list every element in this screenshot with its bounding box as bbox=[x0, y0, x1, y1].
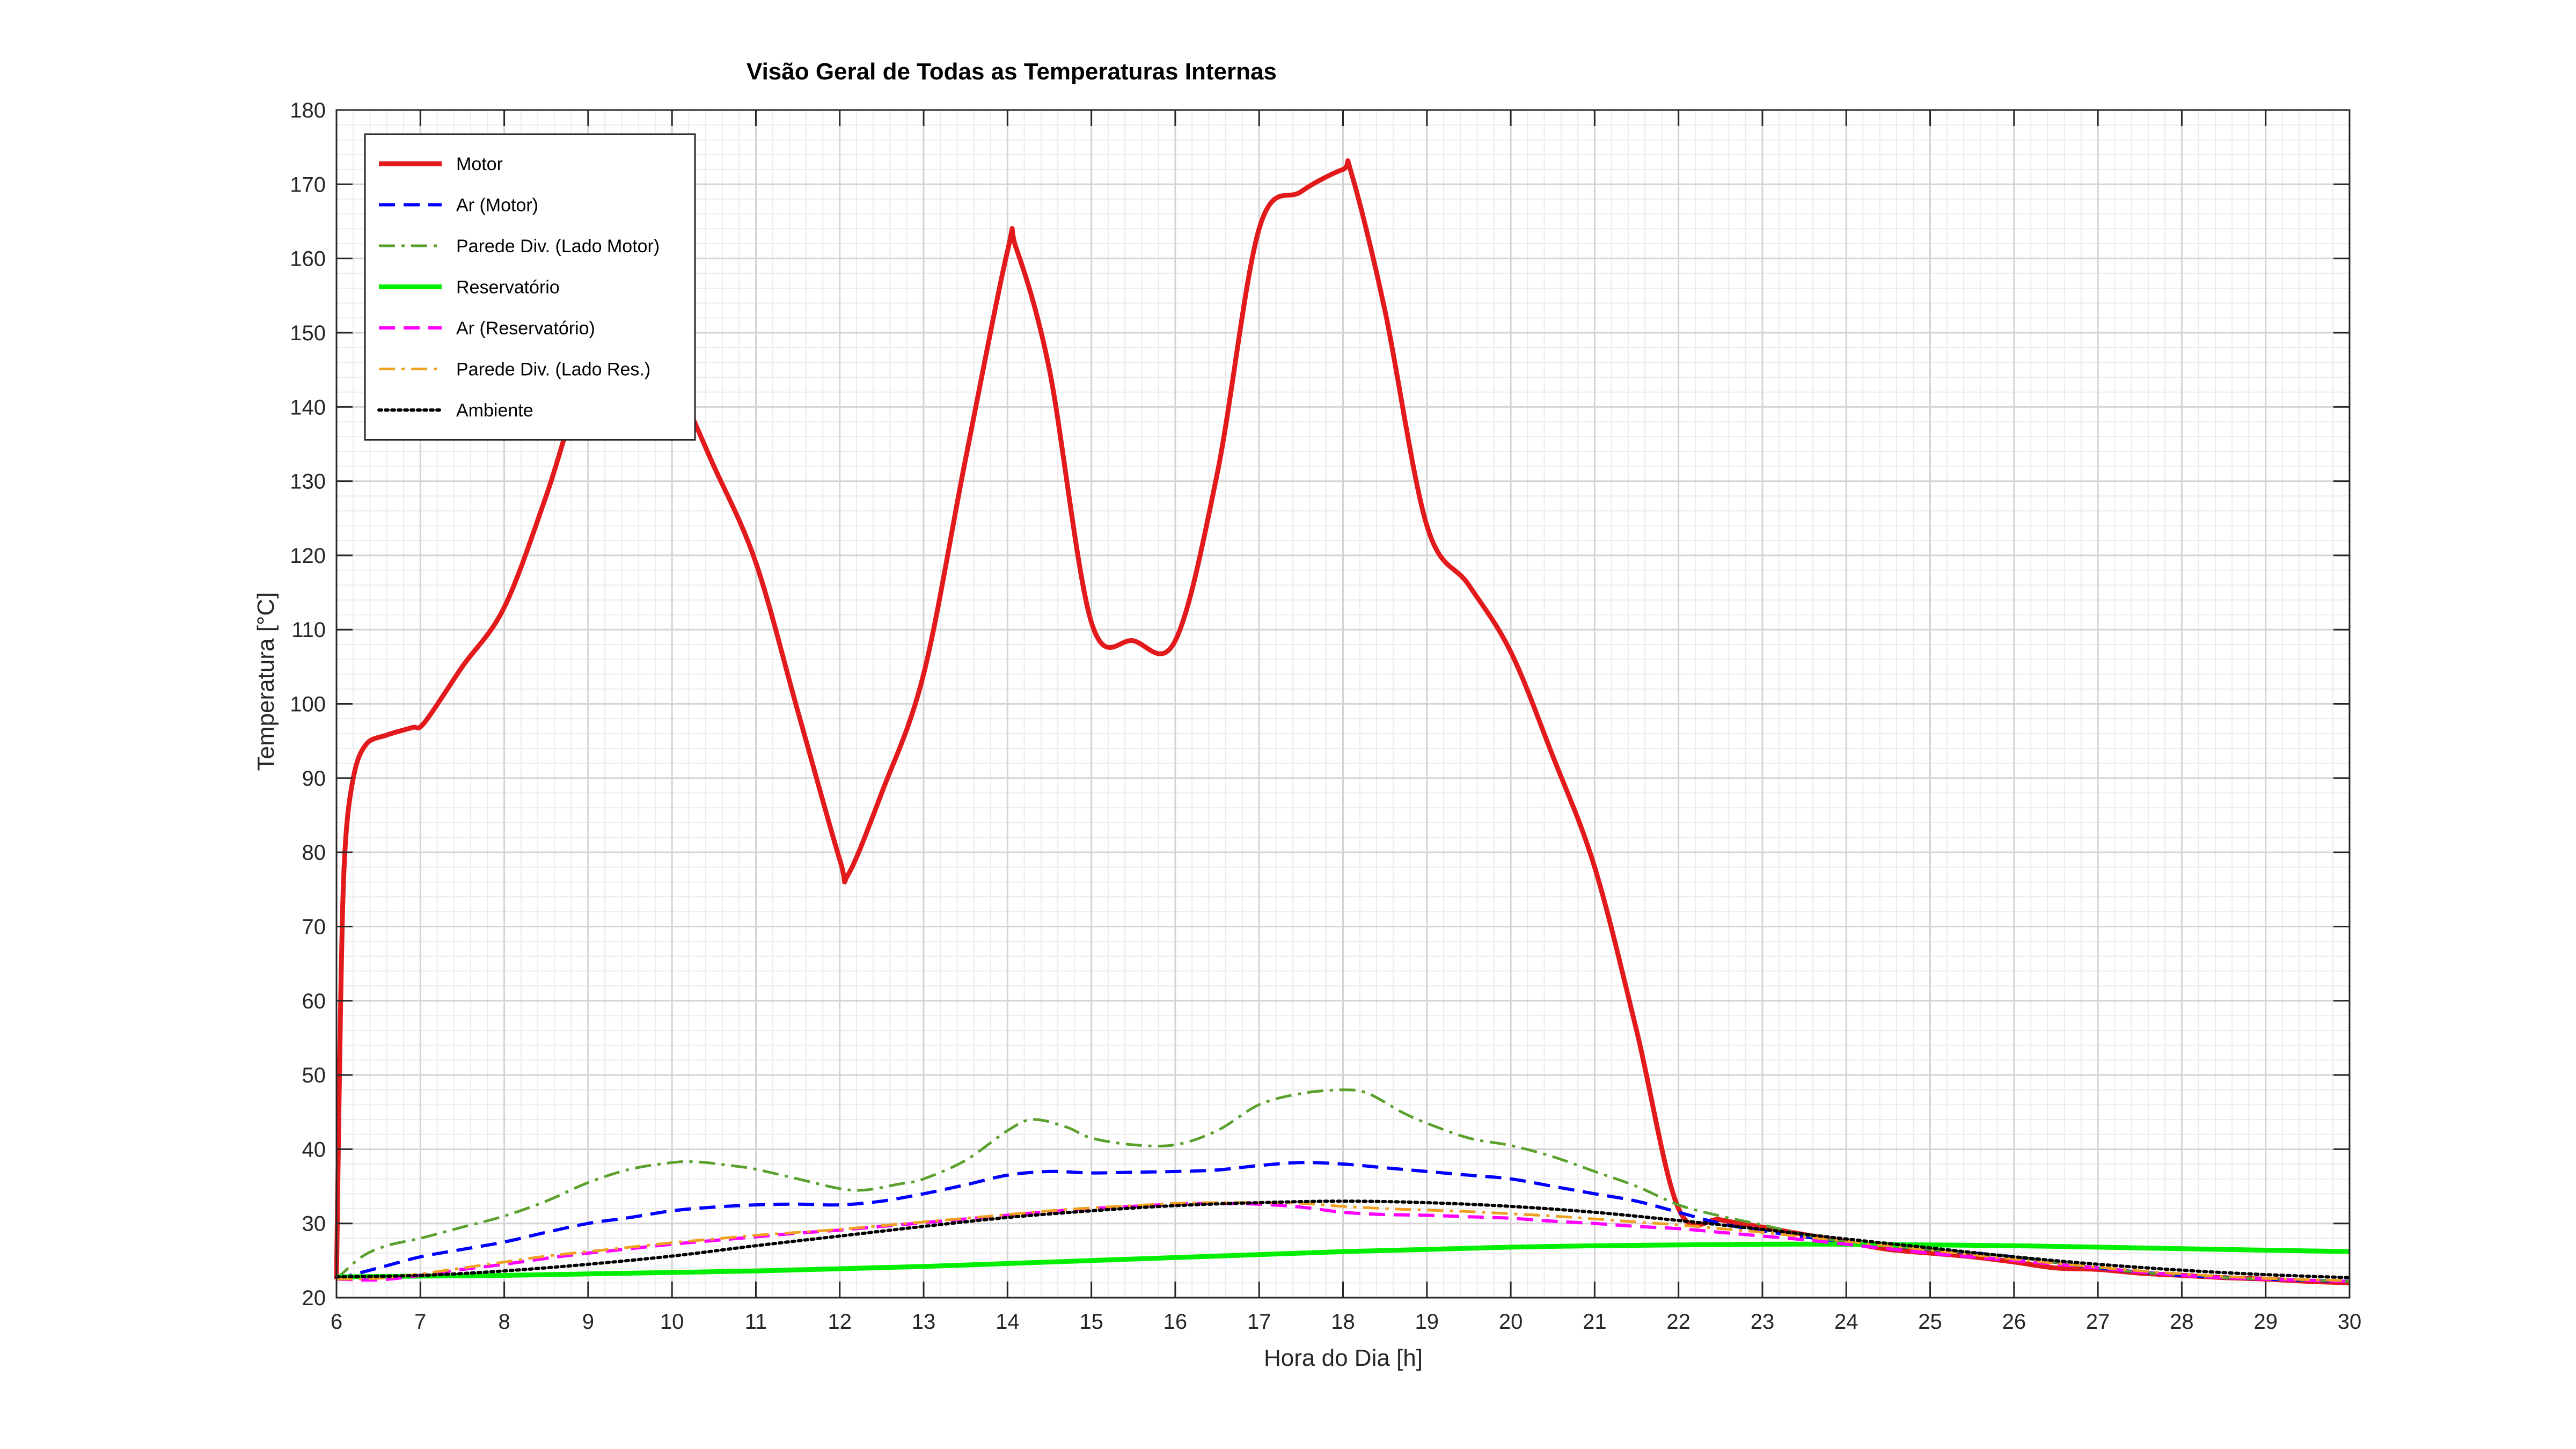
y-tick-label: 170 bbox=[290, 173, 326, 196]
series-line-reservatorio bbox=[336, 1241, 2350, 1279]
x-tick-label: 18 bbox=[1331, 1310, 1355, 1334]
y-tick-label: 80 bbox=[302, 841, 326, 865]
x-tick-label: 16 bbox=[1163, 1310, 1188, 1334]
legend-entry-label: Ar (Motor) bbox=[456, 195, 538, 216]
y-tick-label: 130 bbox=[290, 470, 326, 494]
y-tick-label: 30 bbox=[302, 1212, 326, 1236]
y-tick-label: 110 bbox=[291, 618, 326, 642]
legend-entry-label: Ar (Reservatório) bbox=[456, 318, 595, 339]
x-tick-label: 29 bbox=[2253, 1310, 2278, 1334]
x-axis-ticks: 6 7 8 9 10 11 12 13 14 15 16 17 18 19 20 21 22 23 24 25 26 27… bbox=[331, 110, 2361, 1334]
x-tick-label: 24 bbox=[1834, 1310, 1858, 1334]
x-tick-label: 9 bbox=[582, 1310, 594, 1334]
x-tick-label: 23 bbox=[1751, 1310, 1775, 1334]
chart-title: Visão Geral de Todas as Temperaturas Int… bbox=[747, 58, 1277, 85]
x-tick-label: 12 bbox=[828, 1310, 852, 1334]
x-tick-label: 21 bbox=[1583, 1310, 1607, 1334]
x-tick-label: 22 bbox=[1666, 1310, 1690, 1334]
y-axis-title: Temperatura [°C] bbox=[253, 592, 279, 771]
y-tick-label: 60 bbox=[302, 990, 326, 1013]
y-tick-label: 70 bbox=[302, 915, 326, 939]
x-tick-label: 28 bbox=[2170, 1310, 2194, 1334]
y-tick-label: 180 bbox=[290, 99, 326, 122]
legend: Motor Ar (Motor) Parede Div. (Lado Motor) R… bbox=[364, 133, 696, 441]
x-tick-label: 19 bbox=[1415, 1310, 1439, 1334]
legend-entry-label: Reservatório bbox=[456, 277, 560, 298]
x-tick-label: 8 bbox=[498, 1310, 510, 1334]
y-tick-label: 140 bbox=[290, 396, 326, 419]
y-tick-label: 50 bbox=[302, 1064, 326, 1087]
y-axis-ticks: 20 30 40 50 60 70 80 90 100 110 120 130 140 150 160 170… bbox=[290, 99, 2350, 1310]
x-tick-label: 17 bbox=[1247, 1310, 1271, 1334]
y-tick-label: 120 bbox=[290, 544, 326, 568]
x-tick-label: 27 bbox=[2086, 1310, 2110, 1334]
series-line-ar-reservatorio bbox=[336, 1202, 2350, 1283]
legend-entry-label: Motor bbox=[456, 154, 503, 174]
y-tick-label: 90 bbox=[302, 767, 326, 791]
x-tick-label: 13 bbox=[912, 1310, 936, 1334]
x-tick-label: 15 bbox=[1079, 1310, 1103, 1334]
y-tick-label: 100 bbox=[290, 693, 326, 716]
x-tick-label: 14 bbox=[996, 1310, 1020, 1334]
x-tick-label: 25 bbox=[1918, 1310, 1942, 1334]
legend-entry-label: Parede Div. (Lado Res.) bbox=[456, 360, 650, 380]
x-axis-title: Hora do Dia [h] bbox=[1264, 1345, 1423, 1371]
major-grid bbox=[335, 109, 2351, 1299]
x-tick-label: 26 bbox=[2002, 1310, 2026, 1334]
y-tick-label: 150 bbox=[290, 321, 326, 345]
y-tick-label: 160 bbox=[290, 247, 326, 271]
series-layer bbox=[334, 158, 2351, 1285]
x-tick-label: 7 bbox=[414, 1310, 426, 1334]
x-tick-label: 6 bbox=[331, 1310, 342, 1334]
x-tick-label: 10 bbox=[660, 1310, 684, 1334]
series-line-ambiente bbox=[335, 1199, 2351, 1279]
x-tick-label: 20 bbox=[1499, 1310, 1523, 1334]
legend-entry-label: Ambiente bbox=[456, 400, 533, 421]
y-tick-label: 40 bbox=[302, 1138, 326, 1161]
x-tick-label: 11 bbox=[745, 1310, 767, 1334]
x-tick-label: 30 bbox=[2338, 1310, 2362, 1334]
legend-entry-label: Parede Div. (Lado Motor) bbox=[456, 236, 660, 257]
y-tick-label: 20 bbox=[302, 1286, 326, 1310]
